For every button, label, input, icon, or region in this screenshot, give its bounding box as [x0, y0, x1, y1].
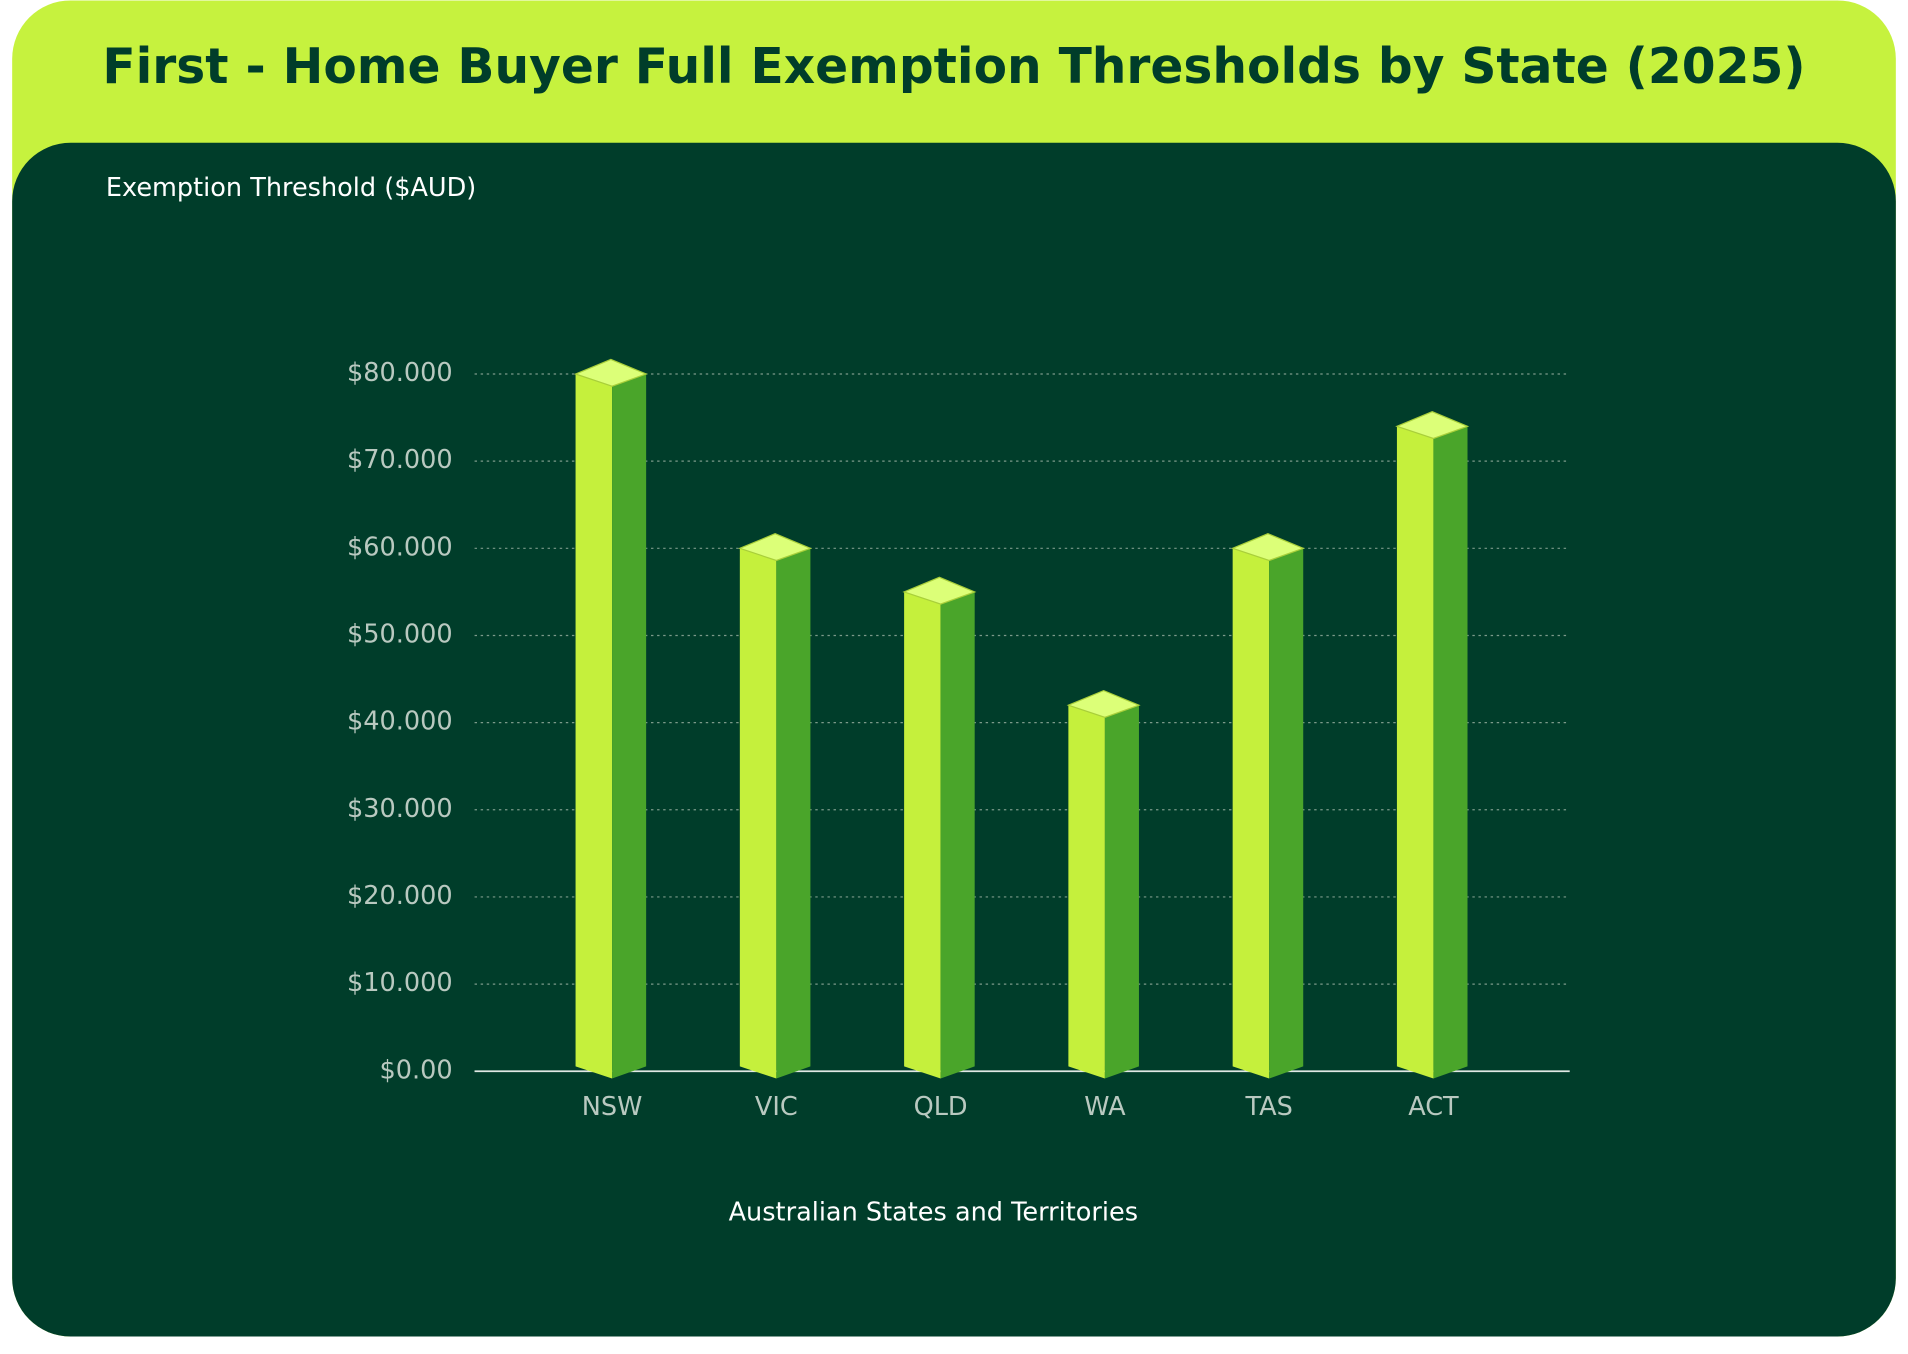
bar-side	[1269, 548, 1304, 1079]
x-tick-label: QLD	[914, 1092, 968, 1122]
bar-side	[1433, 426, 1468, 1079]
bar-top	[1230, 533, 1305, 562]
bar	[1395, 411, 1470, 1079]
bar-front	[1396, 426, 1434, 1079]
bar	[573, 358, 648, 1079]
bar-side	[612, 374, 647, 1079]
y-tick-label: $80.000	[347, 358, 453, 388]
y-tick-label: $20.000	[347, 881, 453, 911]
bar-side	[776, 548, 811, 1079]
x-axis-label: Australian States and Territories	[729, 1198, 1138, 1228]
y-tick-label: $70.000	[347, 445, 453, 475]
bar-top	[1395, 411, 1470, 440]
bar-front	[904, 591, 941, 1079]
y-tick-label: $0.00	[380, 1055, 453, 1085]
x-tick-label: NSW	[582, 1092, 643, 1122]
bar	[1066, 689, 1141, 1079]
bar-side	[940, 591, 975, 1079]
y-tick-label: $30.000	[347, 794, 453, 824]
bar-front	[1232, 548, 1270, 1079]
bar	[1230, 533, 1305, 1079]
bar-front	[739, 548, 777, 1079]
y-axis-label: Exemption Threshold ($AUD)	[106, 173, 476, 203]
bar-front	[1068, 705, 1105, 1079]
chart-title: First - Home Buyer Full Exemption Thresh…	[102, 39, 1805, 95]
bar	[738, 533, 813, 1079]
x-tick-label: TAS	[1244, 1092, 1292, 1122]
bar-top	[573, 358, 648, 387]
bar-top	[738, 533, 813, 562]
y-tick-label: $40.000	[347, 707, 453, 737]
bar-top	[902, 576, 977, 605]
y-tick-label: $60.000	[347, 532, 453, 562]
x-tick-label: WA	[1084, 1092, 1126, 1122]
y-tick-label: $50.000	[347, 619, 453, 649]
bar	[902, 576, 977, 1079]
bar-front	[575, 374, 613, 1079]
x-tick-label: ACT	[1408, 1092, 1459, 1122]
y-tick-label: $10.000	[347, 968, 453, 998]
bar-side	[1104, 705, 1139, 1079]
x-tick-label: VIC	[755, 1092, 798, 1122]
bar-top	[1066, 689, 1141, 719]
